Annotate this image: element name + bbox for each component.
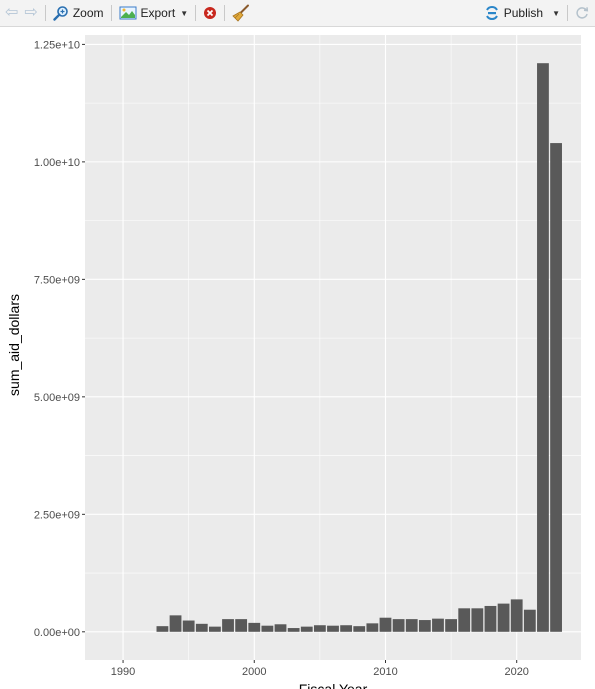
bar-2012 [405, 619, 418, 632]
publish-label: Publish [503, 6, 544, 20]
export-icon [119, 6, 136, 20]
bar-2013 [418, 620, 431, 632]
bar-2000 [248, 622, 261, 632]
bar-2008 [353, 626, 366, 632]
export-label: Export [140, 6, 176, 20]
bar-2023 [550, 143, 562, 632]
x-tick-label: 1990 [111, 666, 135, 678]
bar-chart: 0.00e+00 2.50e+09 5.00e+09 7.50e+09 1.00e+10… [6, 35, 581, 689]
toolbar-divider [224, 5, 226, 21]
bar-2010 [379, 617, 392, 632]
bar-1996 [195, 623, 208, 632]
bar-2003 [287, 628, 300, 632]
y-axis-title: sum_aid_dollars [6, 294, 22, 396]
bar-2011 [392, 619, 405, 632]
bar-1999 [235, 619, 248, 632]
zoom-icon [53, 6, 68, 21]
toolbar-divider [195, 5, 197, 21]
bar-2005 [313, 625, 326, 632]
toolbar-divider [110, 5, 112, 21]
publish-icon [485, 6, 498, 20]
bar-2002 [274, 624, 287, 632]
plot-panel [85, 35, 581, 660]
toolbar-divider [567, 5, 568, 21]
x-axis-title: Fiscal Year [299, 681, 368, 689]
remove-plot-button[interactable] [200, 2, 220, 24]
chevron-down-icon: ▼ [180, 8, 189, 18]
toolbar-divider [44, 5, 46, 21]
bar-2001 [261, 625, 274, 632]
bar-2007 [340, 625, 353, 632]
zoom-label: Zoom [72, 6, 104, 20]
bar-1995 [182, 620, 195, 632]
bar-1997 [209, 626, 221, 632]
back-button[interactable]: ⇦ [0, 2, 21, 24]
refresh-icon [576, 7, 589, 19]
x-tick-label: 2010 [373, 666, 397, 678]
plot-toolbar: ⇦ ⇨ Zoom Export ▼ [0, 0, 595, 27]
bar-2021 [523, 609, 536, 632]
x-tick-label: 2020 [504, 666, 528, 678]
bar-1998 [222, 619, 234, 632]
bar-2022 [537, 63, 549, 632]
clear-all-plots-button[interactable] [229, 2, 253, 24]
y-tick-label: 1.00e+10 [34, 157, 80, 169]
bar-2014 [432, 618, 444, 632]
bar-1994 [169, 615, 182, 632]
bar-2018 [484, 605, 497, 632]
remove-plot-icon [204, 7, 217, 19]
y-tick-label: 0.00e+00 [34, 627, 80, 639]
forward-button[interactable]: ⇨ [21, 2, 40, 24]
y-tick-label: 1.25e+10 [34, 39, 80, 51]
broom-icon [232, 4, 250, 22]
zoom-button[interactable]: Zoom [50, 2, 107, 24]
chevron-down-icon: ▼ [552, 8, 560, 18]
publish-button[interactable]: Publish ▼ [481, 2, 563, 24]
bar-2017 [471, 608, 484, 632]
y-tick-label: 5.00e+09 [34, 392, 80, 404]
refresh-button[interactable] [572, 2, 595, 24]
bar-1993 [156, 626, 169, 632]
bar-2006 [327, 625, 339, 632]
bar-2020 [510, 599, 523, 632]
export-button[interactable]: Export ▼ [116, 2, 192, 24]
x-tick-label: 2000 [242, 666, 266, 678]
y-tick-label: 2.50e+09 [34, 509, 80, 521]
arrow-left-icon: ⇦ [5, 4, 19, 21]
bar-2016 [458, 608, 471, 632]
bar-2004 [300, 626, 313, 632]
arrow-right-icon: ⇨ [24, 4, 38, 21]
bar-2015 [445, 619, 457, 632]
bar-2009 [366, 623, 379, 632]
bar-2019 [497, 603, 510, 632]
y-tick-label: 7.50e+09 [34, 274, 80, 286]
